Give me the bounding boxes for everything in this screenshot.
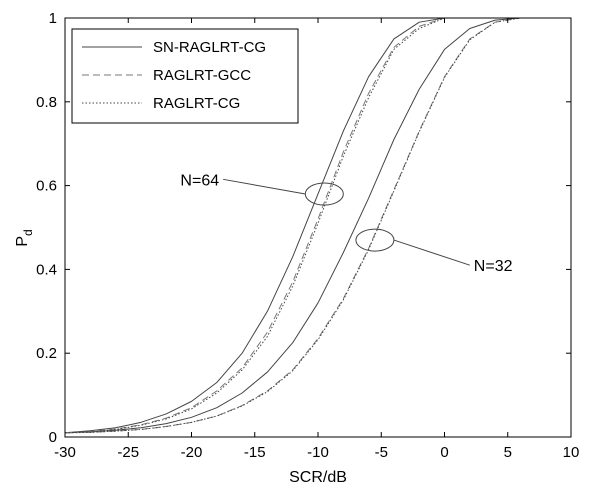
x-tick-label: -10 [307,444,329,461]
y-axis-label-subscript: d [21,229,35,236]
series-line-N32-solid [64,17,571,434]
series-line-N32-dashed [64,17,571,434]
y-tick-label: 0.8 [36,94,57,111]
y-tick-label: 0 [49,429,57,446]
y-axis-label: Pd [14,229,35,246]
legend-label-raglrt-gcc: RAGLRT-GCC [153,67,251,84]
annotation-leader [393,239,470,266]
legend-label-raglrt-cg: RAGLRT-CG [153,95,240,112]
x-tick-label: -5 [375,444,388,461]
annotation-label: N=32 [474,258,513,275]
y-tick-label: 0.6 [36,178,57,195]
y-tick-label: 0.4 [36,261,57,278]
x-tick-label: -20 [181,444,203,461]
x-axis-label: SCR/dB [289,469,347,486]
x-tick-label: 0 [440,444,448,461]
annotation-leader [223,178,306,195]
x-tick-label: 10 [563,444,580,461]
annotations: N=64 N=32 [180,172,512,275]
y-tick-label: 1 [49,10,57,27]
legend-label-sn-raglrt-cg: SN-RAGLRT-CG [153,39,266,56]
axis-ticks: -30 -25 -20 -15 -10 -5 0 5 10 0 0.2 0.4 0.6 0.8 1 [36,10,579,461]
x-tick-label: -25 [117,444,139,461]
y-axis-label-main: P [14,236,31,247]
y-tick-label: 0.2 [36,345,57,362]
legend: SN-RAGLRT-CG RAGLRT-GCC RAGLRT-CG [71,28,299,124]
legend-box [71,28,299,124]
annotation-label: N=64 [180,172,219,189]
x-tick-label: -15 [244,444,266,461]
series-line-N32-dotted [64,17,571,434]
x-tick-label: -30 [54,444,76,461]
x-tick-label: 5 [504,444,512,461]
